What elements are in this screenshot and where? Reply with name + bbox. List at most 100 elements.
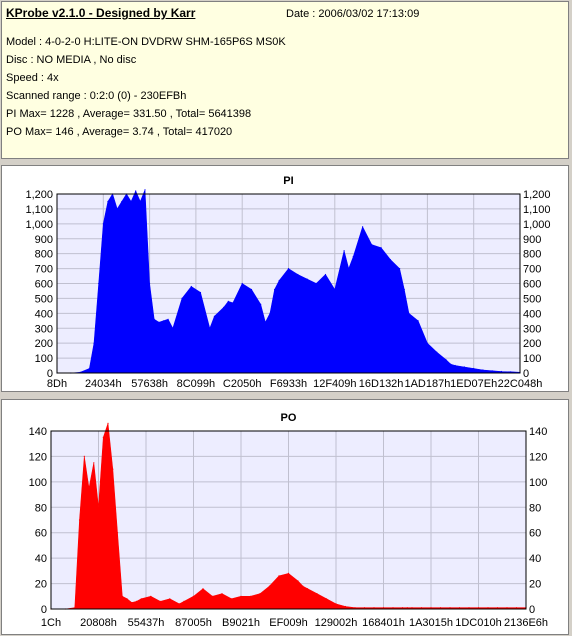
pi-data-point bbox=[274, 288, 276, 291]
pi-data-point bbox=[389, 259, 391, 261]
pi-ytick-label-right: 1,200 bbox=[523, 189, 551, 201]
pi-chart: 0 0 100 100 200 200 300 300 400 400 500 500 600 600 70… bbox=[25, 175, 551, 390]
pi-data-point bbox=[287, 268, 290, 270]
range-line: Scanned range : 0:2:0 (0) - 230EFBh bbox=[6, 90, 187, 102]
pi-data-point bbox=[417, 320, 419, 322]
po-data-point bbox=[131, 602, 133, 604]
po-data-point bbox=[135, 600, 138, 602]
po-xtick-label: 1A3015h bbox=[409, 617, 453, 629]
po-chart-title: PO bbox=[281, 412, 297, 424]
pi-data-point bbox=[232, 302, 234, 304]
po-ytick-label-left: 120 bbox=[29, 451, 47, 463]
pi-xtick-label: 1AD187h bbox=[404, 378, 450, 390]
po-data-point bbox=[121, 595, 123, 597]
po-data-point bbox=[468, 607, 470, 609]
po-ytick-label-left: 100 bbox=[29, 477, 47, 489]
pi-ytick-label-right: 500 bbox=[523, 293, 541, 305]
po-data-point bbox=[107, 422, 109, 424]
pi-xtick-label: C2050h bbox=[223, 378, 262, 390]
pi-data-point bbox=[352, 256, 354, 258]
pi-data-point bbox=[315, 282, 317, 285]
pi-stats-line: PI Max= 1228 , Average= 331.50 , Total= … bbox=[6, 108, 252, 120]
po-data-point bbox=[325, 598, 328, 600]
po-data-point bbox=[411, 607, 413, 609]
po-data-point bbox=[192, 595, 195, 597]
pi-ytick-label-left: 400 bbox=[35, 308, 53, 320]
pi-data-point bbox=[510, 371, 512, 373]
po-ytick-label-right: 40 bbox=[529, 553, 541, 565]
pi-xtick-label: 16D132h bbox=[359, 378, 404, 390]
pi-data-point bbox=[297, 273, 299, 276]
po-chart: 0 0 20 20 40 40 60 60 80 80 100 100 120 120 140 140 1Ch 2… bbox=[29, 412, 548, 629]
pi-data-point bbox=[348, 268, 350, 270]
pi-data-point bbox=[278, 279, 280, 282]
po-xtick-label: 87005h bbox=[175, 617, 212, 629]
pi-data-point bbox=[213, 315, 215, 317]
pi-ytick-label-left: 1,000 bbox=[25, 219, 53, 231]
pi-xtick-label: 8Dh bbox=[47, 378, 67, 390]
pi-data-point bbox=[88, 367, 90, 370]
pi-data-point bbox=[408, 312, 410, 314]
po-ytick-label-left: 40 bbox=[35, 553, 47, 565]
po-data-point bbox=[406, 607, 408, 609]
pi-data-point bbox=[362, 226, 364, 228]
pi-ytick-label-right: 600 bbox=[523, 279, 541, 291]
pi-ytick-label-right: 1,000 bbox=[523, 219, 551, 231]
po-data-point bbox=[259, 593, 261, 595]
po-data-point bbox=[112, 468, 114, 470]
pi-data-point bbox=[158, 321, 160, 323]
pi-chart-title: PI bbox=[283, 175, 293, 187]
po-data-point bbox=[74, 607, 76, 609]
pi-data-point bbox=[116, 208, 118, 210]
pi-data-point bbox=[199, 291, 202, 294]
pi-data-point bbox=[426, 342, 428, 344]
pi-ytick-label-left: 700 bbox=[35, 264, 53, 276]
pi-ytick-label-left: 1,100 bbox=[25, 204, 53, 216]
po-data-point bbox=[230, 598, 233, 600]
po-data-point bbox=[93, 462, 95, 464]
info-panel: KProbe v2.1.0 - Designed by Karr Date : … bbox=[1, 1, 569, 159]
pi-ytick-label-left: 300 bbox=[35, 323, 53, 335]
po-data-point bbox=[373, 607, 375, 609]
pi-data-point bbox=[454, 364, 456, 367]
po-data-point bbox=[83, 455, 85, 457]
po-xtick-label: 1Ch bbox=[41, 617, 61, 629]
pi-data-point bbox=[482, 369, 484, 371]
po-xtick-label: 168401h bbox=[362, 617, 405, 629]
po-data-point bbox=[477, 607, 480, 609]
po-data-point bbox=[268, 585, 271, 587]
pi-data-point bbox=[241, 282, 243, 285]
pi-data-point bbox=[149, 282, 151, 285]
pi-data-point bbox=[463, 366, 465, 368]
pi-ytick-label-left: 800 bbox=[35, 249, 53, 261]
pi-ytick-label-right: 300 bbox=[523, 323, 541, 335]
po-data-point bbox=[102, 436, 104, 438]
pi-ytick-label-left: 600 bbox=[35, 279, 53, 291]
po-data-point bbox=[487, 607, 489, 609]
po-ytick-label-left: 140 bbox=[29, 426, 47, 438]
po-data-point bbox=[126, 598, 128, 600]
pi-data-point bbox=[500, 370, 503, 373]
po-xtick-label: B9021h bbox=[222, 617, 260, 629]
model-line: Model : 4-0-2-0 H:LITE-ON DVDRW SHM-165P… bbox=[6, 36, 286, 48]
po-ytick-label-right: 0 bbox=[529, 604, 535, 616]
pi-data-point bbox=[130, 200, 132, 203]
pi-ytick-label-right: 800 bbox=[523, 249, 541, 261]
pi-xtick-label: 8C099h bbox=[177, 378, 216, 390]
pi-data-point bbox=[436, 351, 438, 353]
pi-data-point bbox=[167, 318, 169, 320]
po-data-point bbox=[449, 607, 451, 609]
po-data-point bbox=[354, 607, 356, 609]
po-data-point bbox=[302, 585, 304, 587]
app-title: KProbe v2.1.0 - Designed by Karr bbox=[6, 6, 196, 20]
po-data-point bbox=[401, 607, 404, 609]
pi-xtick-label: 22C048h bbox=[498, 378, 543, 390]
po-data-point bbox=[140, 598, 142, 600]
po-ytick-label-left: 60 bbox=[35, 528, 47, 540]
pi-xtick-label: 57638h bbox=[131, 378, 168, 390]
pi-data-point bbox=[209, 327, 211, 329]
pi-data-point bbox=[102, 223, 104, 225]
pi-data-point bbox=[98, 282, 100, 285]
pi-data-point bbox=[144, 189, 146, 191]
po-data-point bbox=[150, 595, 152, 597]
